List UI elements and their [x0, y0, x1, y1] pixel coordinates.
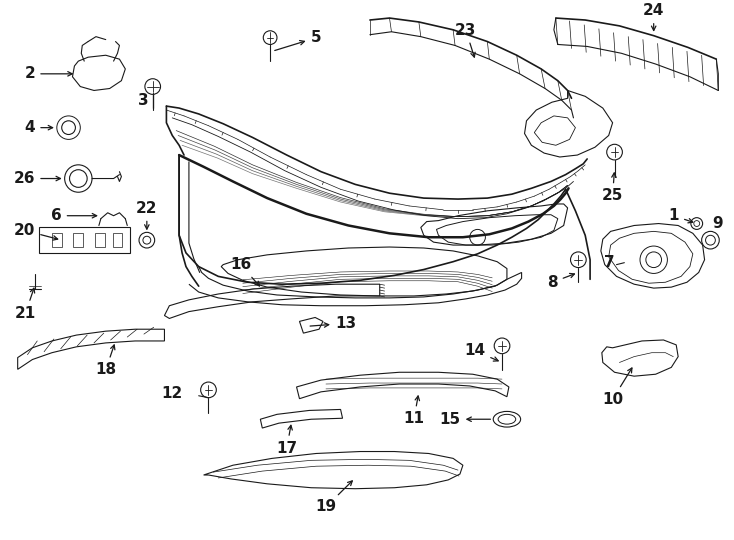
Text: 20: 20 — [14, 223, 58, 240]
Text: 24: 24 — [643, 3, 664, 31]
Text: 7: 7 — [604, 255, 615, 270]
Text: 22: 22 — [136, 201, 158, 229]
Text: 11: 11 — [404, 396, 424, 427]
Text: 15: 15 — [439, 411, 490, 427]
Text: 5: 5 — [275, 30, 321, 51]
Text: 16: 16 — [230, 258, 260, 286]
Text: 19: 19 — [316, 481, 352, 515]
Text: 14: 14 — [465, 343, 498, 361]
Text: 26: 26 — [14, 171, 60, 186]
Text: 1: 1 — [669, 208, 693, 223]
Text: 12: 12 — [161, 386, 182, 401]
Text: 2: 2 — [24, 66, 72, 82]
Text: 4: 4 — [25, 120, 53, 135]
Text: 10: 10 — [602, 368, 632, 407]
Text: 21: 21 — [15, 288, 36, 321]
Text: 17: 17 — [276, 426, 297, 456]
Text: 3: 3 — [137, 93, 148, 108]
Text: 18: 18 — [95, 345, 116, 377]
Text: 25: 25 — [602, 173, 623, 204]
Text: 23: 23 — [455, 23, 476, 57]
Text: 9: 9 — [713, 216, 723, 231]
Text: 8: 8 — [547, 273, 575, 290]
Text: 6: 6 — [51, 208, 97, 223]
Text: 13: 13 — [310, 316, 357, 331]
